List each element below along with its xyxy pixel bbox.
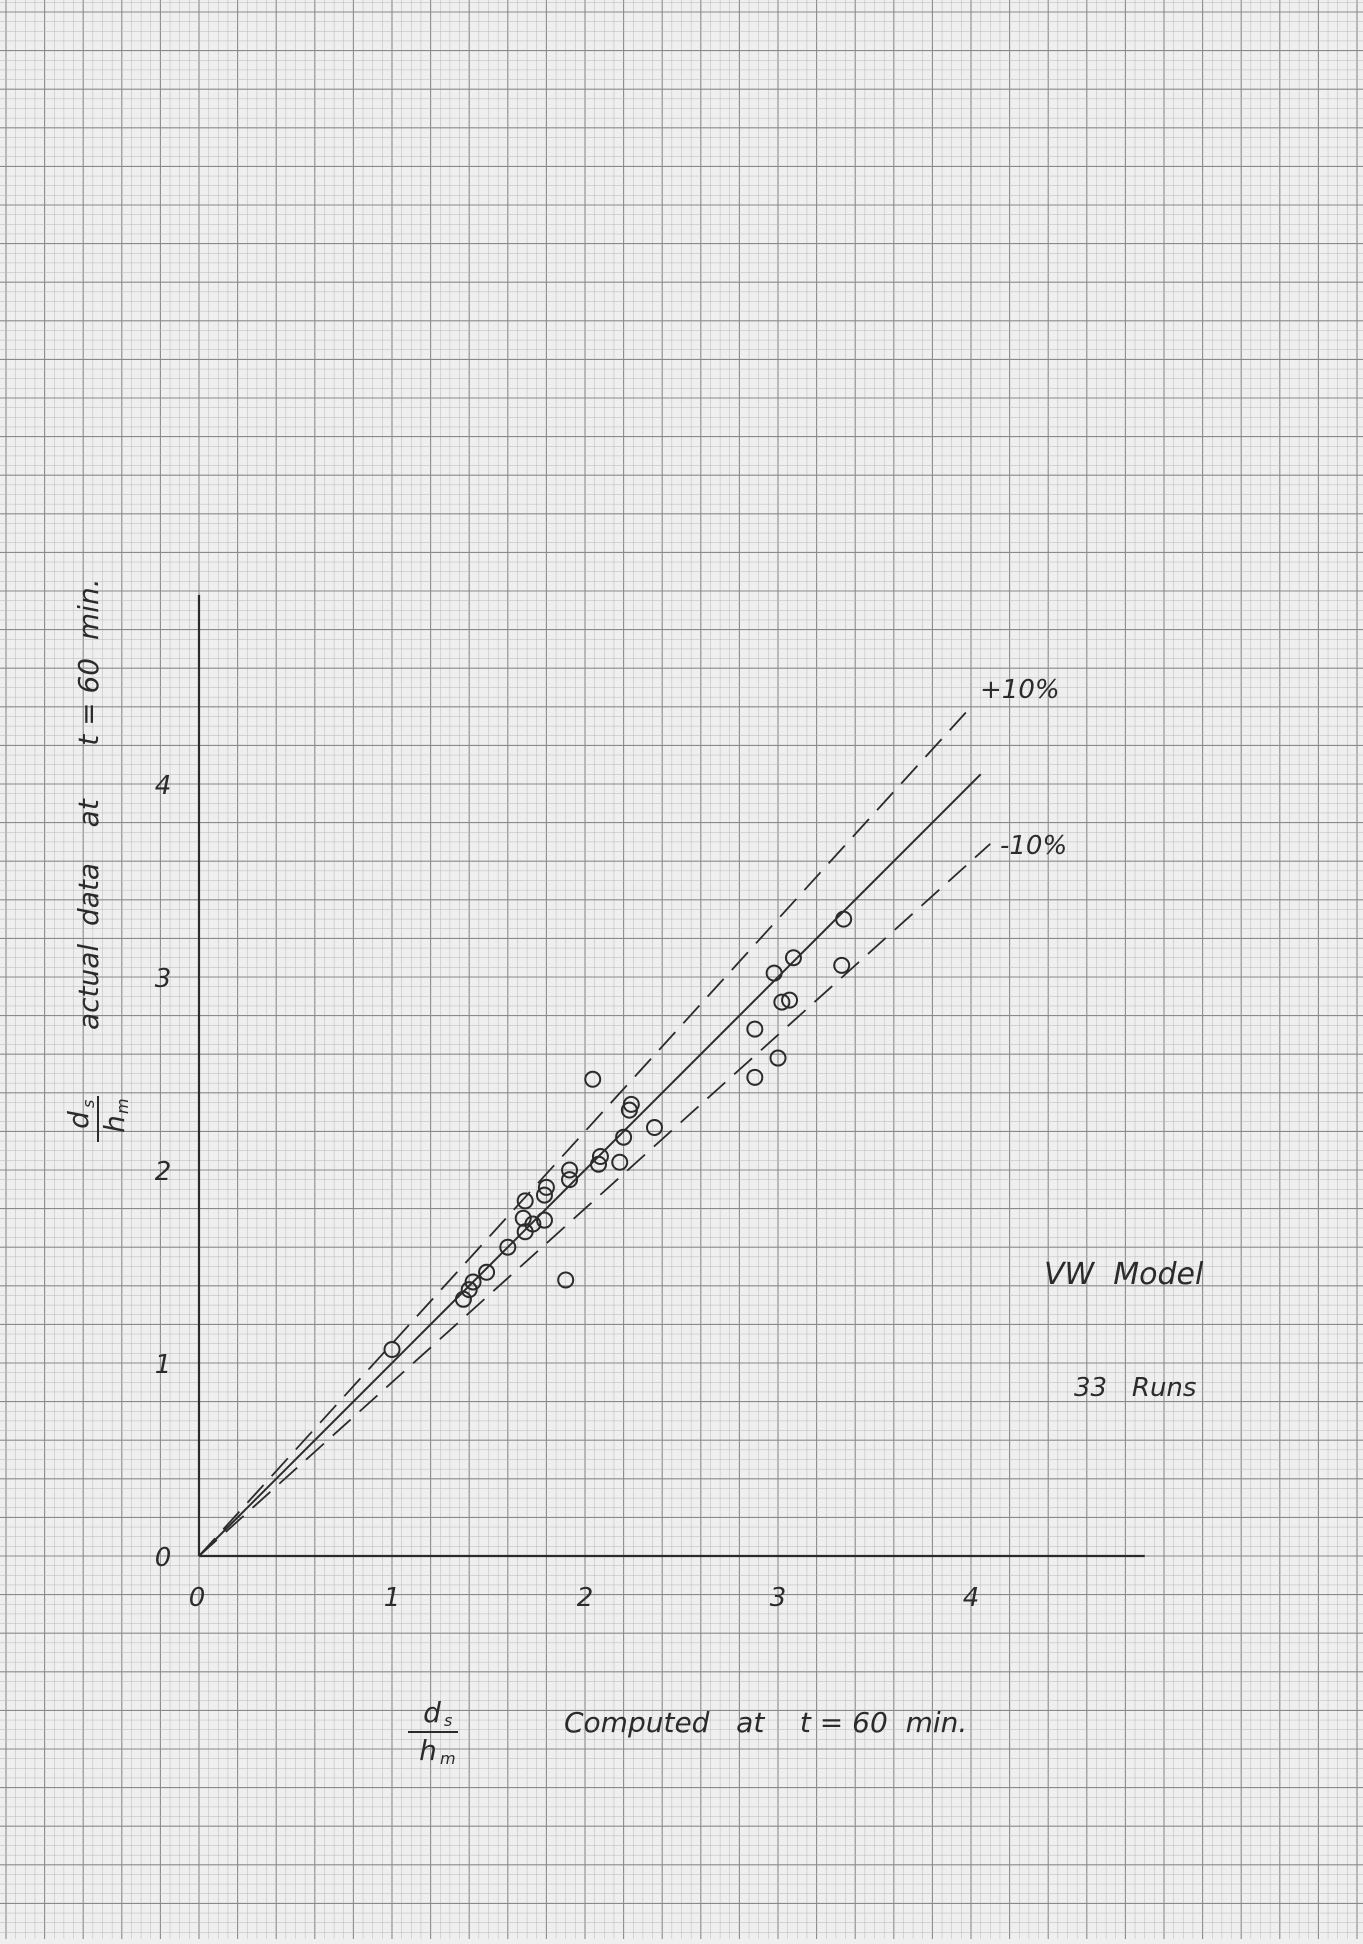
x-tick-label: 1 bbox=[384, 1583, 401, 1613]
minus-10-percent-line bbox=[198, 843, 991, 1557]
x-tick-label: 3 bbox=[770, 1583, 787, 1613]
data-point bbox=[746, 1068, 764, 1086]
reference-lines bbox=[198, 706, 991, 1557]
data-point bbox=[765, 964, 783, 982]
y-tick-label: 1 bbox=[155, 1350, 172, 1380]
data-point bbox=[590, 1155, 608, 1173]
data-point bbox=[769, 1049, 787, 1067]
y-axis-label: d s h m actual data at t = 60 min. bbox=[62, 578, 132, 1142]
y-tick-label: 2 bbox=[155, 1157, 172, 1187]
plus-10-percent-label: +10% bbox=[980, 675, 1060, 705]
data-point bbox=[478, 1263, 496, 1281]
y-label-fraction-top-sub: s bbox=[79, 1100, 98, 1108]
data-point bbox=[535, 1186, 553, 1204]
data-point bbox=[746, 1020, 764, 1038]
data-point bbox=[584, 1070, 602, 1088]
y-label-fraction-bottom-sub: m bbox=[113, 1098, 132, 1114]
data-point bbox=[561, 1161, 579, 1179]
data-point bbox=[516, 1192, 534, 1210]
data-point bbox=[524, 1215, 542, 1233]
tick-labels: 0 1 2 3 4 0 1 2 3 4 bbox=[155, 771, 980, 1613]
x-label-fraction-bottom-sub: m bbox=[440, 1749, 456, 1768]
data-point bbox=[535, 1211, 553, 1229]
runs-annotation: 33 Runs bbox=[1074, 1373, 1196, 1403]
data-point bbox=[561, 1171, 579, 1189]
x-label-fraction-top: d bbox=[423, 1696, 441, 1729]
y-label-fraction-top: d bbox=[62, 1111, 95, 1129]
y-label-text: actual data at t = 60 min. bbox=[72, 578, 105, 1030]
data-point bbox=[622, 1095, 640, 1113]
x-label-fraction-top-sub: s bbox=[444, 1711, 452, 1730]
model-annotation: VW Model bbox=[1044, 1257, 1204, 1292]
data-point bbox=[611, 1153, 629, 1171]
data-point bbox=[454, 1290, 472, 1308]
data-point bbox=[645, 1119, 663, 1137]
chart-axes bbox=[197, 594, 1145, 1558]
x-axis-label: d s h m Computed at t = 60 min. bbox=[408, 1696, 967, 1768]
minus-10-percent-label: -10% bbox=[1000, 831, 1067, 861]
data-point bbox=[460, 1281, 478, 1299]
plus-10-percent-line bbox=[198, 706, 972, 1557]
y-tick-label: 4 bbox=[155, 771, 172, 801]
data-point bbox=[833, 956, 851, 974]
data-point bbox=[591, 1147, 609, 1165]
data-points bbox=[383, 910, 853, 1358]
y-tick-label: 3 bbox=[155, 964, 172, 994]
x-label-fraction-bottom: h bbox=[419, 1734, 437, 1767]
data-point bbox=[835, 910, 853, 928]
x-tick-label: 2 bbox=[577, 1583, 594, 1613]
x-tick-label: 0 bbox=[189, 1583, 206, 1613]
data-point bbox=[514, 1209, 532, 1227]
equality-line bbox=[198, 773, 982, 1557]
data-point bbox=[383, 1340, 401, 1358]
data-point bbox=[781, 991, 799, 1009]
y-label-fraction-bottom: h bbox=[98, 1115, 131, 1133]
data-point bbox=[464, 1273, 482, 1291]
data-point bbox=[557, 1271, 575, 1289]
data-point bbox=[499, 1238, 517, 1256]
data-point bbox=[773, 993, 791, 1011]
y-tick-label: 0 bbox=[155, 1543, 172, 1573]
x-label-text: Computed at t = 60 min. bbox=[564, 1706, 967, 1739]
x-tick-label: 4 bbox=[963, 1583, 980, 1613]
data-point bbox=[615, 1128, 633, 1146]
data-point bbox=[537, 1178, 555, 1196]
data-point bbox=[784, 949, 802, 967]
